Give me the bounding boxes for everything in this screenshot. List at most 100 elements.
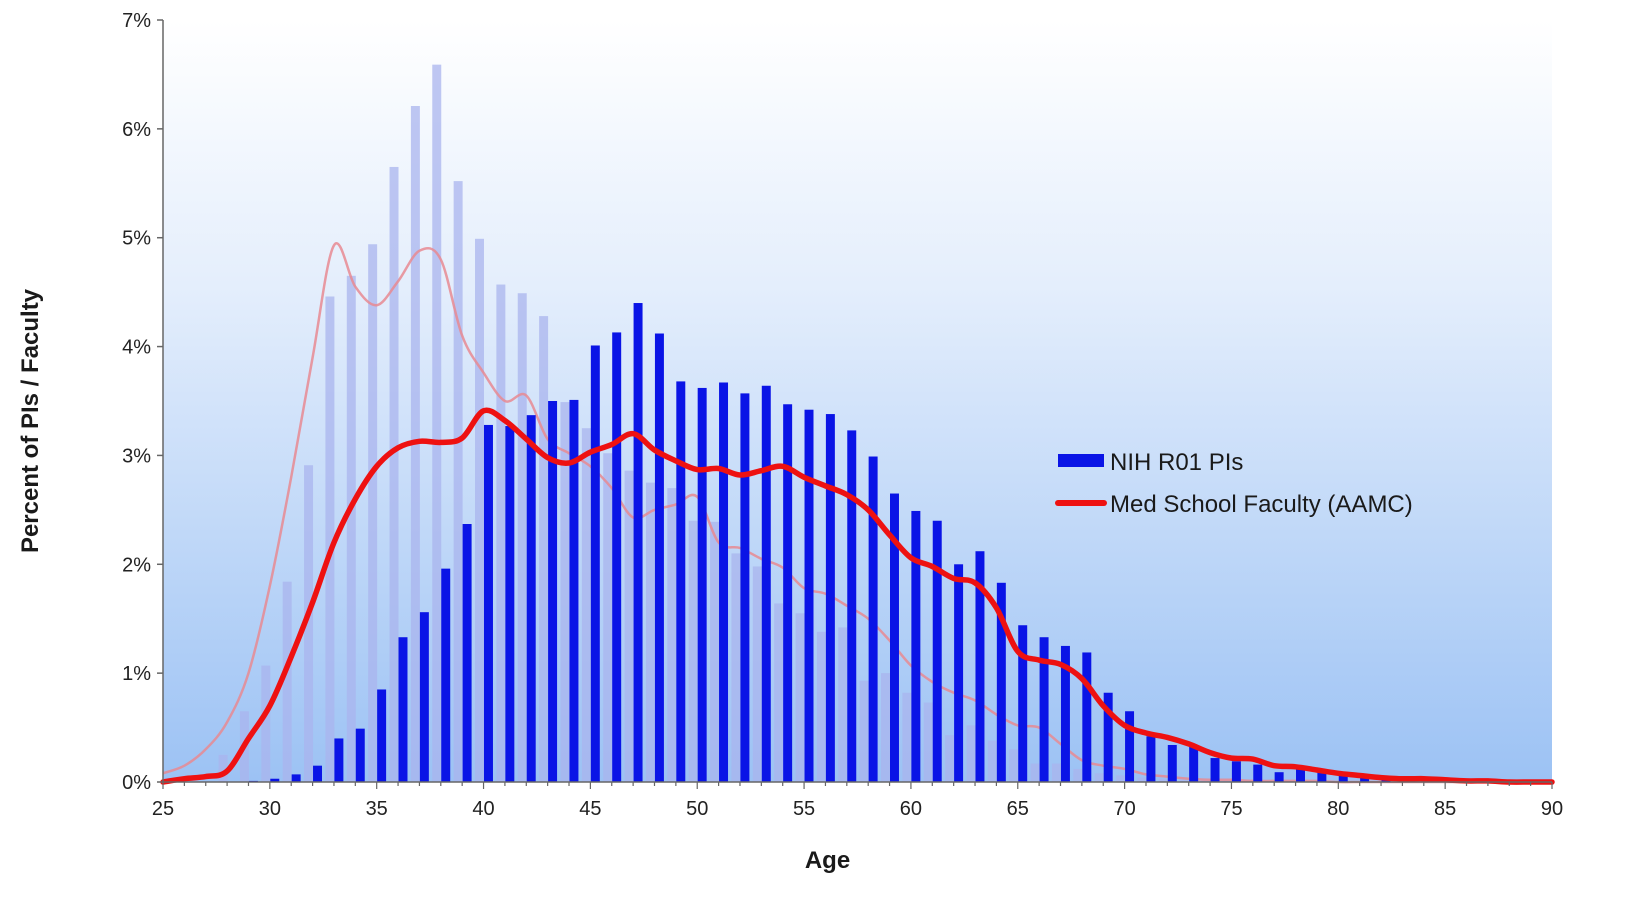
x-tick-label: 35 bbox=[366, 798, 388, 820]
x-tick-label: 30 bbox=[259, 798, 281, 820]
nih-r01-bar bbox=[676, 381, 686, 782]
faded-bar bbox=[389, 166, 399, 782]
nih-r01-bar bbox=[291, 774, 301, 782]
nih-r01-bar bbox=[313, 765, 323, 782]
faded-bar bbox=[1030, 763, 1040, 782]
nih-r01-bar bbox=[890, 493, 899, 782]
nih-r01-bar bbox=[783, 404, 793, 782]
faded-bar bbox=[966, 725, 976, 782]
nih-r01-bar bbox=[932, 520, 942, 782]
nih-r01-bar bbox=[697, 387, 707, 782]
faded-bar bbox=[517, 293, 527, 782]
nih-r01-bar bbox=[975, 551, 985, 782]
nih-r01-bar bbox=[1189, 746, 1199, 782]
nih-r01-bar bbox=[1146, 736, 1156, 782]
nih-r01-bar bbox=[462, 524, 472, 782]
faded-bar bbox=[688, 520, 698, 782]
nih-r01-bar bbox=[1253, 764, 1263, 782]
nih-r01-bar bbox=[633, 303, 643, 782]
y-tick-label: 3% bbox=[122, 445, 151, 467]
nih-r01-bar bbox=[398, 637, 408, 782]
faded-bar bbox=[1051, 763, 1061, 782]
aamc-line bbox=[160, 407, 1555, 785]
faded-bar bbox=[987, 740, 997, 782]
nih-r01-bar bbox=[1082, 652, 1092, 782]
nih-r01-bar bbox=[825, 414, 835, 782]
faded-bar bbox=[1116, 775, 1126, 782]
y-tick-label: 4% bbox=[122, 337, 151, 359]
faded-bar bbox=[304, 465, 314, 782]
nih-r01-bar bbox=[1018, 625, 1028, 782]
nih-r01-bar bbox=[355, 728, 365, 782]
x-tick-label: 90 bbox=[1541, 798, 1563, 820]
nih-r01-bar bbox=[1167, 744, 1177, 782]
faded-line bbox=[162, 242, 1552, 784]
x-tick-label: 85 bbox=[1434, 798, 1456, 820]
nih-r01-bar bbox=[1296, 768, 1305, 782]
nih-r01-bar bbox=[1338, 774, 1348, 782]
x-tick-label: 45 bbox=[579, 798, 601, 820]
x-axis-ticks: 25 30 35 40 45 50 55 60 65 70 75 80 85 90 bbox=[152, 782, 1563, 820]
nih-r01-bar-series bbox=[248, 303, 1412, 782]
nih-r01-bar bbox=[868, 456, 878, 782]
x-tick-label: 50 bbox=[686, 798, 708, 820]
faded-bar bbox=[218, 754, 228, 782]
faded-bar bbox=[453, 181, 463, 782]
nih-r01-bar bbox=[377, 689, 387, 782]
nih-r01-bar bbox=[1103, 692, 1113, 782]
y-axis-ticks: 0% 1% 2% 3% 4% 5% 6% 7% bbox=[122, 10, 163, 794]
nih-r01-bar bbox=[654, 333, 664, 782]
x-axis-title: Age bbox=[805, 847, 850, 874]
y-tick-label: 2% bbox=[122, 554, 151, 576]
nih-r01-bar bbox=[419, 612, 429, 782]
legend: NIH R01 PIs Med School Faculty (AAMC) bbox=[1055, 449, 1413, 518]
faded-bar bbox=[838, 627, 848, 782]
nih-r01-bar bbox=[1274, 772, 1284, 782]
faded-bar bbox=[475, 238, 484, 782]
x-tick-label: 80 bbox=[1327, 798, 1349, 820]
legend-label-nih-r01: NIH R01 PIs bbox=[1110, 449, 1243, 476]
nih-r01-bar bbox=[1210, 758, 1220, 782]
x-tick-label: 25 bbox=[152, 798, 174, 820]
x-tick-label: 65 bbox=[1007, 798, 1029, 820]
faded-bar bbox=[261, 665, 271, 782]
aamc-line-series bbox=[160, 407, 1555, 785]
nih-r01-bar bbox=[270, 778, 280, 782]
x-tick-label: 75 bbox=[1220, 798, 1242, 820]
faded-bar bbox=[816, 631, 826, 782]
y-tick-label: 1% bbox=[122, 663, 151, 685]
nih-r01-bar bbox=[740, 393, 750, 782]
faded-bar bbox=[624, 470, 634, 782]
faded-line-series bbox=[162, 242, 1552, 784]
nih-r01-bar bbox=[954, 564, 964, 782]
nih-r01-bar bbox=[719, 382, 729, 782]
faded-bar bbox=[603, 453, 613, 782]
nih-r01-bar bbox=[1125, 711, 1135, 782]
x-tick-label: 40 bbox=[472, 798, 494, 820]
faded-bar bbox=[923, 702, 933, 782]
faded-bar bbox=[881, 673, 891, 782]
nih-r01-bar bbox=[441, 568, 451, 782]
faded-bar bbox=[560, 402, 570, 782]
nih-r01-bar bbox=[761, 385, 771, 782]
faded-bar bbox=[752, 566, 762, 782]
nih-r01-bar bbox=[1039, 637, 1049, 782]
faded-bar bbox=[774, 603, 784, 782]
axes bbox=[162, 20, 1552, 783]
legend-label-aamc: Med School Faculty (AAMC) bbox=[1110, 491, 1413, 518]
nih-r01-bar bbox=[334, 738, 344, 782]
nih-r01-bar bbox=[590, 345, 600, 782]
faded-bar bbox=[1158, 778, 1168, 782]
x-tick-label: 60 bbox=[900, 798, 922, 820]
nih-r01-bar bbox=[569, 399, 579, 782]
nih-r01-bar bbox=[505, 426, 515, 782]
nih-r01-bar bbox=[1231, 761, 1241, 782]
nih-r01-bar bbox=[1317, 772, 1327, 782]
faded-bar bbox=[496, 284, 506, 782]
y-tick-label: 0% bbox=[122, 772, 151, 794]
faded-bar bbox=[1094, 773, 1104, 782]
nih-r01-bar bbox=[483, 424, 493, 782]
legend-swatch-nih-r01 bbox=[1058, 454, 1104, 467]
